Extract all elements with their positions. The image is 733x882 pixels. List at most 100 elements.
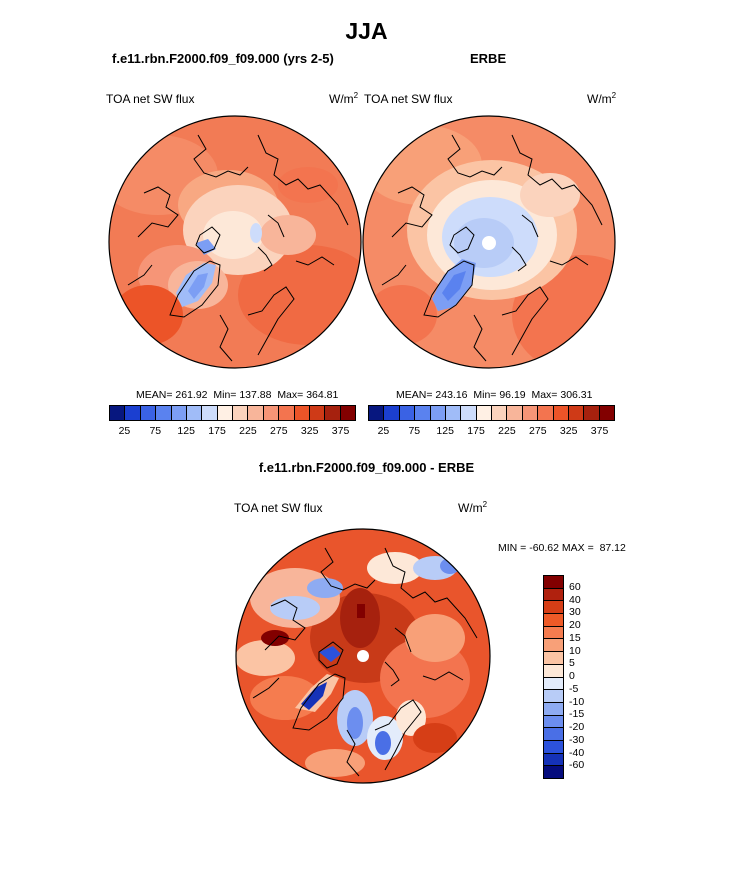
panel2-title: ERBE	[470, 51, 507, 66]
panel2-variable-label: TOA net SW flux	[364, 92, 453, 106]
colorbar-swatch	[186, 406, 203, 420]
colorbar-swatch	[544, 588, 563, 602]
panel3-units: W/m2	[458, 500, 488, 516]
colorbar-swatch	[430, 406, 446, 420]
colorbar-tick-label: -60	[569, 759, 585, 772]
panel2-coastlines	[381, 134, 603, 362]
colorbar-swatch	[171, 406, 187, 420]
colorbar-swatch	[445, 406, 462, 420]
colorbar-tick-label: 225	[498, 425, 516, 437]
colorbar-swatch	[544, 576, 563, 589]
colorbar-tick-label: 30	[569, 606, 581, 619]
colorbar-swatch	[140, 406, 157, 420]
colorbar-tick-label: 0	[569, 670, 575, 682]
colorbar-swatch	[544, 652, 563, 665]
colorbar-swatch	[399, 406, 416, 420]
panel3-polar-map	[235, 528, 491, 784]
panel2-polar-map	[362, 115, 616, 369]
colorbar-swatch	[544, 753, 563, 767]
colorbar-tick-label: 20	[569, 619, 581, 631]
colorbar-tick-label: -15	[569, 708, 585, 721]
colorbar-swatch	[110, 406, 126, 420]
panel2-stats: MEAN= 243.16 Min= 96.19 Max= 306.31	[396, 389, 593, 401]
panel1-variable-label: TOA net SW flux	[106, 92, 195, 106]
colorbar-swatch	[309, 406, 326, 420]
panel3-stats: MIN = -60.62 MAX = 87.12	[498, 542, 626, 554]
colorbar-swatch	[325, 406, 341, 420]
colorbar-swatch	[544, 702, 563, 716]
panel3-map-border	[235, 528, 491, 784]
colorbar-swatch	[263, 406, 280, 420]
colorbar-tick-label: 275	[270, 425, 288, 437]
colorbar-swatch	[599, 406, 614, 420]
colorbar-swatch	[544, 639, 563, 653]
panel1-map-border	[108, 115, 362, 369]
colorbar-swatch	[544, 677, 563, 691]
colorbar-swatch	[233, 406, 249, 420]
colorbar-tick-label: 375	[331, 425, 350, 437]
colorbar-swatch	[544, 766, 563, 778]
panel2-pole-mask	[482, 236, 496, 250]
panel3-title: f.e11.rbn.F2000.f09_f09.000 - ERBE	[258, 460, 475, 475]
panel1-polar-map	[108, 115, 362, 369]
colorbar-swatch	[248, 406, 264, 420]
colorbar-tick-label: 325	[300, 425, 319, 437]
colorbar-swatch	[544, 728, 563, 741]
panel3-variable-label: TOA net SW flux	[234, 501, 323, 515]
panel3-pole-mask	[357, 650, 369, 662]
panel3-coastlines	[252, 547, 478, 777]
colorbar-tick-label: 10	[569, 644, 581, 657]
panel2-map-border	[362, 115, 616, 369]
panel2-units: W/m2	[587, 91, 617, 107]
colorbar-tick-label: 5	[569, 657, 575, 670]
colorbar-swatch	[415, 406, 431, 420]
colorbar-swatch	[544, 664, 563, 678]
colorbar-tick-label: -20	[569, 721, 585, 733]
colorbar-swatch	[217, 406, 233, 420]
colorbar-tick-label: -40	[569, 746, 585, 759]
colorbar-tick-label: 375	[590, 425, 609, 437]
colorbar-swatch	[538, 406, 554, 420]
colorbar-swatch	[294, 406, 310, 420]
colorbar-swatch	[202, 406, 218, 420]
colorbar-tick-label: -10	[569, 695, 585, 708]
colorbar-swatch	[522, 406, 539, 420]
panel1-units: W/m2	[329, 91, 359, 107]
colorbar-tick-label: 75	[408, 425, 421, 437]
panel1-coastlines	[127, 134, 349, 362]
colorbar-swatch	[492, 406, 508, 420]
colorbar-swatch	[553, 406, 569, 420]
colorbar-swatch	[125, 406, 141, 420]
colorbar-swatch	[156, 406, 172, 420]
colorbar-tick-label: 60	[569, 580, 581, 593]
colorbar-swatch	[476, 406, 492, 420]
panel1-colorbar	[109, 405, 356, 421]
colorbar-swatch	[584, 406, 600, 420]
colorbar-swatch	[461, 406, 477, 420]
colorbar-swatch	[369, 406, 385, 420]
colorbar-swatch	[544, 690, 563, 703]
colorbar-tick-label: 25	[118, 425, 131, 437]
colorbar-tick-label: 75	[149, 425, 162, 437]
panel1-stats: MEAN= 261.92 Min= 137.88 Max= 364.81	[136, 389, 339, 401]
colorbar-tick-label: 125	[436, 425, 454, 437]
colorbar-swatch	[544, 601, 563, 615]
colorbar-tick-label: 15	[569, 631, 581, 644]
colorbar-swatch	[544, 614, 563, 627]
colorbar-swatch	[384, 406, 400, 420]
figure-title: JJA	[345, 18, 388, 44]
panel3-colorbar	[543, 575, 564, 779]
colorbar-tick-label: 275	[529, 425, 547, 437]
colorbar-tick-label: 25	[377, 425, 390, 437]
colorbar-swatch	[279, 406, 295, 420]
colorbar-tick-label: -5	[569, 682, 579, 695]
colorbar-swatch	[544, 626, 563, 640]
colorbar-swatch	[544, 715, 563, 729]
colorbar-swatch	[568, 406, 585, 420]
colorbar-tick-label: 325	[559, 425, 578, 437]
colorbar-tick-label: 175	[208, 425, 226, 437]
colorbar-tick-label: 40	[569, 593, 581, 606]
colorbar-tick-label: 175	[467, 425, 485, 437]
colorbar-tick-label: 225	[239, 425, 257, 437]
colorbar-swatch	[544, 740, 563, 754]
